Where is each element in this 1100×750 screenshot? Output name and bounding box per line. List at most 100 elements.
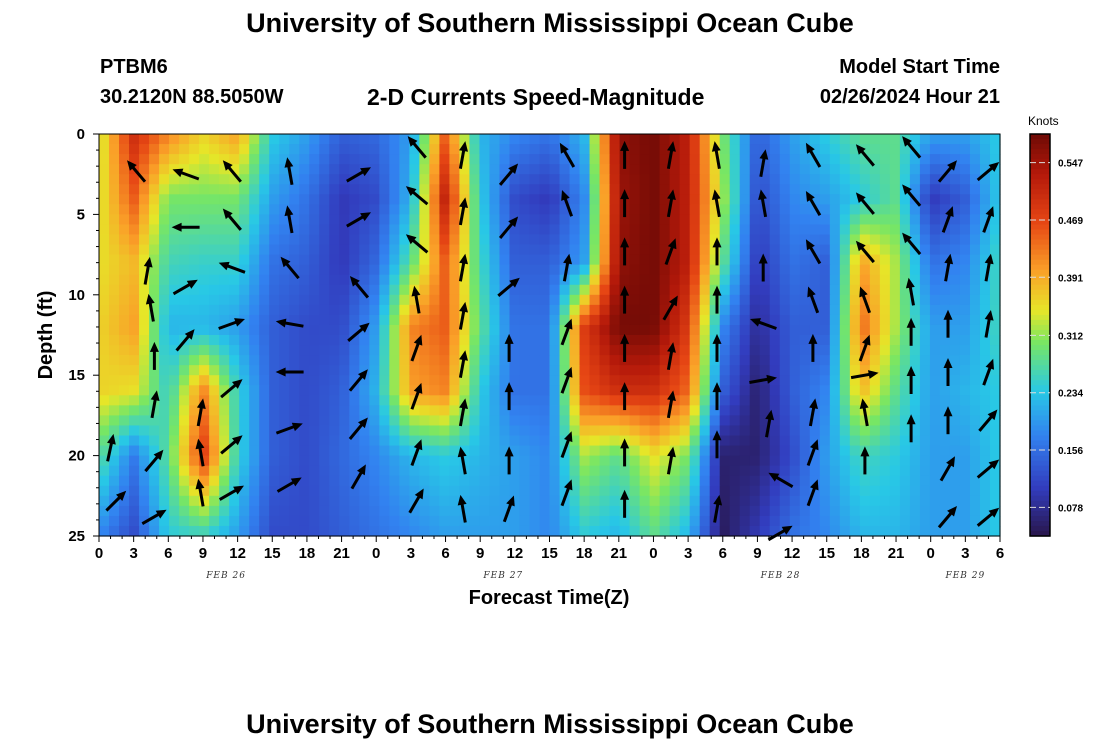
heatmap-cell (489, 335, 501, 346)
heatmap-cell (299, 435, 310, 447)
heatmap-cell (659, 385, 671, 396)
heatmap-cell (769, 234, 781, 246)
heatmap-cell (959, 335, 971, 346)
heatmap-cell (389, 264, 400, 276)
heatmap-cell (629, 385, 641, 396)
heatmap-cell (189, 335, 200, 346)
heatmap-cell (769, 445, 781, 457)
heatmap-cell (709, 435, 721, 447)
heatmap-cell (669, 515, 681, 527)
heatmap-cell (229, 274, 240, 286)
heatmap-cell (679, 204, 691, 215)
heatmap-cell (259, 254, 270, 266)
heatmap-cell (549, 214, 561, 226)
heatmap-cell (159, 224, 170, 236)
heatmap-cell (569, 214, 581, 226)
colorbar-segment (1030, 174, 1050, 180)
heatmap-cell (819, 465, 831, 477)
heatmap-cell (749, 395, 761, 406)
heatmap-cell (699, 284, 711, 296)
heatmap-cell (489, 345, 501, 356)
heatmap-cell (649, 355, 661, 366)
heatmap-cell (989, 345, 1001, 356)
heatmap-cell (519, 154, 531, 165)
heatmap-cell (119, 425, 130, 437)
heatmap-cell (449, 345, 460, 356)
heatmap-cell (659, 284, 671, 296)
heatmap-cell (119, 395, 130, 406)
heatmap-cell (589, 375, 601, 386)
heatmap-cell (619, 365, 631, 376)
heatmap-cell (489, 134, 501, 145)
heatmap-cell (529, 465, 541, 477)
heatmap-cell (609, 355, 621, 366)
heatmap-cell (789, 144, 801, 155)
colorbar-segment (1030, 239, 1050, 246)
heatmap-cell (549, 495, 561, 507)
heatmap-cell (139, 385, 150, 396)
heatmap-cell (509, 475, 521, 487)
heatmap-cell (139, 405, 150, 416)
heatmap-cell (759, 515, 771, 527)
heatmap-cell (829, 365, 841, 376)
heatmap-cell (419, 485, 430, 497)
heatmap-cell (129, 355, 140, 366)
heatmap-cell (209, 475, 220, 487)
current-vector (275, 422, 303, 435)
heatmap-cell (969, 324, 981, 336)
heatmap-cell (739, 274, 751, 286)
heatmap-cell (879, 425, 891, 437)
heatmap-cell (609, 234, 621, 246)
vector-head (781, 525, 793, 535)
heatmap-cell (869, 465, 881, 477)
heatmap-cell (819, 194, 831, 205)
heatmap-cell (179, 244, 190, 256)
heatmap-cell (509, 395, 521, 406)
current-vector (712, 430, 722, 459)
heatmap-cell (379, 415, 390, 427)
heatmap-cell (739, 415, 751, 427)
heatmap-cell (499, 385, 511, 396)
heatmap-cell (389, 324, 400, 336)
heatmap-cell (679, 234, 691, 246)
heatmap-cell (769, 224, 781, 236)
heatmap-cell (729, 425, 741, 437)
heatmap-cell (509, 505, 521, 517)
heatmap-cell (369, 445, 380, 457)
x-tick-label: 21 (333, 545, 350, 562)
heatmap-cell (489, 365, 501, 376)
heatmap-cell (479, 324, 491, 336)
heatmap-cell (389, 445, 400, 457)
heatmap-cell (849, 395, 861, 406)
heatmap-cell (679, 264, 691, 276)
heatmap-cell (139, 435, 150, 447)
heatmap-cell (349, 324, 360, 336)
heatmap-cell (829, 455, 841, 467)
heatmap-cell (399, 184, 410, 195)
heatmap-cell (949, 335, 961, 346)
heatmap-cell (249, 134, 260, 145)
heatmap-cell (979, 355, 991, 366)
heatmap-cell (949, 485, 961, 497)
vector-head (947, 506, 957, 517)
heatmap-cell (649, 254, 661, 266)
heatmap-cell (939, 365, 951, 376)
heatmap-cell (99, 224, 110, 236)
heatmap-cell (869, 294, 881, 306)
vector-head (902, 232, 912, 244)
heatmap-cell (879, 415, 891, 427)
heatmap-cell (749, 415, 761, 427)
heatmap-cell (939, 355, 951, 366)
heatmap-cell (309, 294, 320, 306)
heatmap-cell (219, 425, 230, 437)
heatmap-cell (609, 274, 621, 286)
vector-head (196, 398, 206, 409)
heatmap-cell (559, 415, 571, 427)
heatmap-cell (159, 274, 170, 286)
heatmap-cell (459, 164, 471, 175)
heatmap-cell (99, 475, 110, 487)
heatmap-cell (369, 244, 380, 256)
heatmap-cell (99, 525, 110, 537)
heatmap-cell (909, 505, 921, 517)
heatmap-cell (579, 164, 591, 175)
